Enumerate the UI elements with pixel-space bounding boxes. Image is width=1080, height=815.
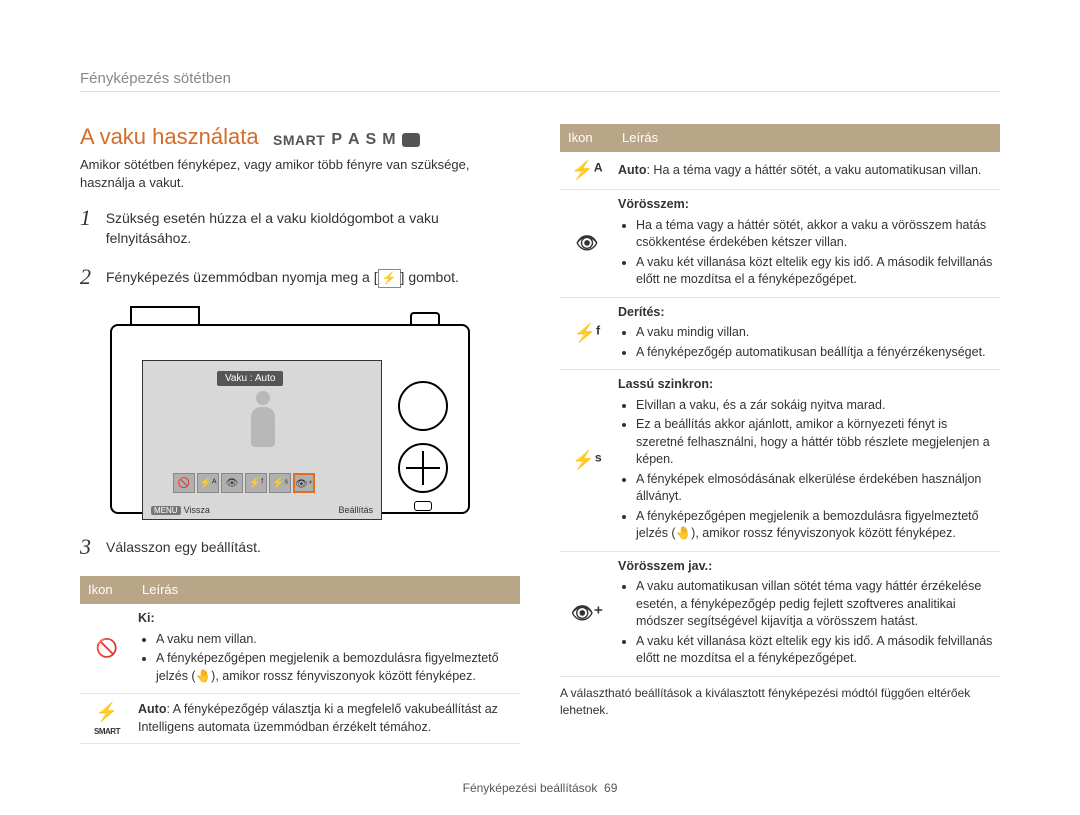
left-icon-table: Ikon Leírás 🚫 Ki: A vaku nem villan. A f… bbox=[80, 576, 520, 744]
flash-smart-icon: ⚡ bbox=[84, 700, 130, 725]
lcd-subject-icon bbox=[243, 391, 283, 461]
step-text: Fényképezés üzemmódban nyomja meg a [⚡] … bbox=[106, 264, 459, 290]
table-row: ⚡ᴬ Auto: Ha a téma vagy a háttér sötét, … bbox=[560, 152, 1000, 190]
lcd-option: ⚡ˢ bbox=[269, 473, 291, 493]
row-bullets: Elvillan a vaku, és a zár sokáig nyitva … bbox=[618, 397, 996, 543]
row-bullets: A vaku mindig villan. A fényképezőgép au… bbox=[618, 324, 996, 361]
list-item: A vaku két villanása közt eltelik egy ki… bbox=[636, 633, 996, 668]
list-item: A vaku mindig villan. bbox=[636, 324, 996, 342]
step-number: 1 bbox=[80, 205, 96, 248]
redeye-fix-icon: 👁⁺ bbox=[571, 603, 603, 623]
footer-label: Fényképezési beállítások bbox=[463, 781, 598, 795]
fill-flash-icon: ⚡ᶠ bbox=[574, 323, 601, 343]
list-item: Elvillan a vaku, és a zár sokáig nyitva … bbox=[636, 397, 996, 415]
row-bullets: A vaku automatikusan villan sötét téma v… bbox=[618, 578, 996, 668]
list-item: Ez a beállítás akkor ajánlott, amikor a … bbox=[636, 416, 996, 469]
row-plain: Auto: Ha a téma vagy a háttér sötét, a v… bbox=[614, 152, 1000, 190]
step-text-pre: Fényképezés üzemmódban nyomja meg a [ bbox=[106, 269, 378, 285]
mode-p: P bbox=[331, 131, 342, 149]
row-title: Vörösszem: bbox=[618, 197, 689, 211]
lcd-option: ⚡ᶠ bbox=[245, 473, 267, 493]
step-number: 3 bbox=[80, 534, 96, 560]
list-item: A fényképek elmosódásának elkerülése érd… bbox=[636, 471, 996, 506]
row-title: Lassú szinkron: bbox=[618, 377, 713, 391]
row-plain: Auto: A fényképezőgép választja ki a meg… bbox=[134, 694, 520, 743]
control-button bbox=[414, 501, 432, 511]
left-column: A vaku használata SMART P A S M Amikor s… bbox=[80, 124, 520, 744]
page-footer: Fényképezési beállítások 69 bbox=[0, 781, 1080, 795]
table-row: ⚡ SMART Auto: A fényképezőgép választja … bbox=[80, 694, 520, 743]
th-icon: Ikon bbox=[80, 576, 134, 604]
mode-s: S bbox=[366, 131, 377, 149]
mode-smart-label: SMART bbox=[273, 132, 325, 148]
lcd-option-selected: 👁⁺ bbox=[293, 473, 315, 493]
lcd-option: 👁 bbox=[221, 473, 243, 493]
mode-m: M bbox=[382, 131, 395, 149]
two-column-layout: A vaku használata SMART P A S M Amikor s… bbox=[80, 124, 1000, 744]
step-text-post: ] gombot. bbox=[401, 269, 459, 285]
step-3: 3 Válasszon egy beállítást. bbox=[80, 534, 520, 560]
lcd-bottom-bar: MENUVissza Beállítás bbox=[151, 505, 373, 515]
set-label: Beállítás bbox=[338, 505, 373, 515]
flash-off-icon: 🚫 bbox=[96, 638, 118, 658]
th-desc: Leírás bbox=[614, 124, 1000, 152]
list-item: Ha a téma vagy a háttér sötét, akkor a v… bbox=[636, 217, 996, 252]
control-dpad bbox=[398, 443, 448, 493]
bold-lead: Auto bbox=[618, 163, 646, 177]
lcd-option-row: 🚫 ⚡ᴬ 👁 ⚡ᶠ ⚡ˢ 👁⁺ bbox=[173, 473, 315, 493]
row-title: Derítés: bbox=[618, 305, 665, 319]
menu-button-label: MENU bbox=[151, 506, 181, 515]
mode-camera-icon bbox=[402, 133, 420, 147]
camera-body: Vaku : Auto 🚫 ⚡ᴬ 👁 ⚡ᶠ ⚡ˢ 👁⁺ MENUVissza bbox=[110, 324, 470, 514]
table-row: ⚡ᶠ Derítés: A vaku mindig villan. A fény… bbox=[560, 297, 1000, 370]
page-title: A vaku használata bbox=[80, 124, 259, 149]
lcd-option: ⚡ᴬ bbox=[197, 473, 219, 493]
footnote: A választható beállítások a kiválasztott… bbox=[560, 685, 1000, 719]
row-bullets: A vaku nem villan. A fényképezőgépen meg… bbox=[138, 631, 516, 686]
slow-sync-icon: ⚡ˢ bbox=[572, 450, 601, 470]
flash-icon: ⚡ bbox=[378, 269, 401, 288]
camera-controls bbox=[398, 381, 448, 519]
row-title: Vörösszem jav.: bbox=[618, 559, 712, 573]
camera-illustration: Vaku : Auto 🚫 ⚡ᴬ 👁 ⚡ᶠ ⚡ˢ 👁⁺ MENUVissza bbox=[110, 306, 490, 516]
control-dial bbox=[398, 381, 448, 431]
step-1: 1 Szükség esetén húzza el a vaku kioldóg… bbox=[80, 205, 520, 248]
table-row: 🚫 Ki: A vaku nem villan. A fényképezőgép… bbox=[80, 604, 520, 694]
intro-text: Amikor sötétben fényképez, vagy amikor t… bbox=[80, 156, 520, 191]
row-title: Ki: bbox=[138, 611, 155, 625]
list-item: A vaku nem villan. bbox=[156, 631, 516, 649]
bold-lead: Auto bbox=[138, 702, 166, 716]
step-number: 2 bbox=[80, 264, 96, 290]
row-bullets: Ha a téma vagy a háttér sötét, akkor a v… bbox=[618, 217, 996, 289]
step-text: Válasszon egy beállítást. bbox=[106, 534, 261, 560]
right-column: Ikon Leírás ⚡ᴬ Auto: Ha a téma vagy a há… bbox=[560, 124, 1000, 744]
mode-a: A bbox=[348, 131, 360, 149]
lcd-option: 🚫 bbox=[173, 473, 195, 493]
footer-page: 69 bbox=[604, 781, 617, 795]
flash-auto-icon: ⚡ᴬ bbox=[571, 160, 602, 180]
table-row: 👁⁺ Vörösszem jav.: A vaku automatikusan … bbox=[560, 551, 1000, 676]
camera-lcd: Vaku : Auto 🚫 ⚡ᴬ 👁 ⚡ᶠ ⚡ˢ 👁⁺ MENUVissza bbox=[142, 360, 382, 520]
list-item: A fényképezőgép automatikusan beállítja … bbox=[636, 344, 996, 362]
title-row: A vaku használata SMART P A S M bbox=[80, 124, 520, 150]
th-desc: Leírás bbox=[134, 576, 520, 604]
back-label: Vissza bbox=[184, 505, 210, 515]
list-item: A vaku automatikusan villan sötét téma v… bbox=[636, 578, 996, 631]
table-row: ⚡ˢ Lassú szinkron: Elvillan a vaku, és a… bbox=[560, 370, 1000, 552]
mode-indicators: SMART P A S M bbox=[273, 131, 420, 149]
section-header: Fényképezés sötétben bbox=[80, 70, 1000, 92]
lcd-flash-label: Vaku : Auto bbox=[217, 371, 283, 386]
th-icon: Ikon bbox=[560, 124, 614, 152]
step-text: Szükség esetén húzza el a vaku kioldógom… bbox=[106, 205, 520, 248]
list-item: A fényképezőgépen megjelenik a bemozdulá… bbox=[636, 508, 996, 543]
list-item: A vaku két villanása közt eltelik egy ki… bbox=[636, 254, 996, 289]
right-icon-table: Ikon Leírás ⚡ᴬ Auto: Ha a téma vagy a há… bbox=[560, 124, 1000, 677]
step-2: 2 Fényképezés üzemmódban nyomja meg a [⚡… bbox=[80, 264, 520, 290]
redeye-icon: 👁 bbox=[576, 233, 599, 253]
table-row: 👁 Vörösszem: Ha a téma vagy a háttér söt… bbox=[560, 190, 1000, 298]
list-item: A fényképezőgépen megjelenik a bemozdulá… bbox=[156, 650, 516, 685]
smart-sublabel: SMART bbox=[84, 726, 130, 737]
